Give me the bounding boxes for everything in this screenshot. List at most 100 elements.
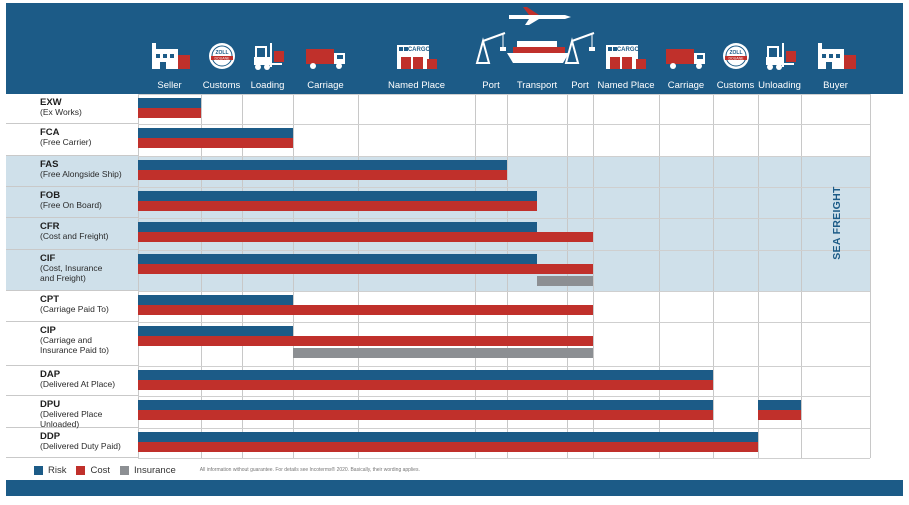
term-description: (Cost and Freight) bbox=[40, 231, 109, 241]
term-label-fas: FAS (Free Alongside Ship) bbox=[6, 156, 138, 187]
stage-label-12: Unloading bbox=[758, 80, 801, 91]
term-description: (Carriage and bbox=[40, 335, 92, 345]
term-description: (Carriage Paid To) bbox=[40, 304, 109, 314]
stage-label-7: Transport bbox=[516, 80, 558, 91]
term-label-dpu: DPU (Delivered Place Unloaded) bbox=[6, 396, 138, 428]
grid-column-line bbox=[242, 94, 243, 458]
crane-icon bbox=[469, 31, 513, 70]
risk-bar-fob bbox=[138, 191, 537, 201]
svg-text:DOUANE: DOUANE bbox=[728, 57, 744, 61]
cost-bar-cpt bbox=[138, 305, 593, 315]
legend-item-cost: Cost bbox=[76, 465, 110, 476]
term-code: CPT bbox=[40, 294, 59, 305]
risk-bar-fca bbox=[138, 128, 293, 138]
grid-column-line bbox=[659, 94, 660, 458]
cost-bar-dpu bbox=[758, 410, 801, 420]
term-code: FAS bbox=[40, 159, 59, 170]
grid-column-line bbox=[758, 94, 759, 458]
grid-row-line bbox=[138, 396, 870, 397]
term-description: (Delivered Duty Paid) bbox=[40, 441, 121, 451]
risk-bar-cpt bbox=[138, 295, 293, 305]
cost-bar-cip bbox=[138, 336, 593, 346]
grid-row-line bbox=[138, 366, 870, 367]
term-label-ddp: DDP (Delivered Duty Paid) bbox=[6, 428, 138, 458]
legend-swatch-insurance bbox=[120, 465, 130, 475]
grid-column-line bbox=[507, 94, 508, 458]
term-label-cif: CIF (Cost, Insurance and Freight) bbox=[6, 250, 138, 291]
term-code: DPU bbox=[40, 399, 61, 410]
ship-plane-icon bbox=[499, 3, 575, 76]
term-code: CIF bbox=[40, 253, 56, 264]
term-description: Unloaded) bbox=[40, 418, 80, 429]
risk-bar-dpu bbox=[758, 400, 801, 410]
legend-item-insurance: Insurance bbox=[120, 465, 176, 476]
cost-bar-ddp bbox=[138, 442, 758, 452]
grid-column-line bbox=[475, 94, 476, 458]
svg-text:ZOLL: ZOLL bbox=[215, 50, 228, 56]
grid-column-line bbox=[358, 94, 359, 458]
incoterms-grid: EXW (Ex Works) FCA (Free Carrier) FAS (Free A… bbox=[6, 94, 871, 459]
cost-bar-fob bbox=[138, 201, 537, 211]
risk-bar-cfr bbox=[138, 222, 537, 232]
cost-bar-dap bbox=[138, 380, 713, 390]
legend: Risk Cost Insurance All information with… bbox=[34, 464, 420, 476]
term-description: (Free On Board) bbox=[40, 200, 102, 210]
cost-bar-dpu bbox=[138, 410, 713, 420]
svg-text:DOUANE: DOUANE bbox=[214, 57, 230, 61]
legend-label-insurance: Insurance bbox=[134, 464, 176, 476]
grid-column-line bbox=[713, 94, 714, 458]
risk-bar-ddp bbox=[138, 432, 758, 442]
grid-row-line bbox=[138, 156, 870, 157]
cost-bar-exw bbox=[138, 108, 201, 118]
grid-row-line bbox=[138, 291, 870, 292]
stage-label-2: Customs bbox=[202, 80, 241, 91]
cost-bar-fas bbox=[138, 170, 507, 180]
risk-bar-dap bbox=[138, 370, 713, 380]
insurance-bar-cip bbox=[293, 348, 593, 358]
cost-bar-fca bbox=[138, 138, 293, 148]
grid-row-line bbox=[138, 322, 870, 323]
grid-row-line bbox=[138, 218, 870, 219]
term-label-cip: CIP (Carriage and Insurance Paid to) bbox=[6, 322, 138, 366]
svg-text:CARGO: CARGO bbox=[407, 47, 430, 53]
disclaimer-text: All information without guarantee. For d… bbox=[199, 467, 420, 473]
grid-column-line bbox=[801, 94, 802, 458]
stage-label-1: Seller bbox=[157, 80, 182, 91]
term-label-exw: EXW (Ex Works) bbox=[6, 94, 138, 124]
term-description: (Free Alongside Ship) bbox=[40, 169, 122, 179]
cargo-warehouse-icon: CARGO bbox=[604, 39, 648, 78]
stage-label-9: Named Place bbox=[597, 80, 655, 91]
cargo-warehouse-icon: CARGO bbox=[395, 39, 439, 78]
legend-label-risk: Risk bbox=[48, 464, 67, 476]
term-code: DAP bbox=[40, 369, 61, 380]
customs-stamp-icon: ZOLL DOUANE bbox=[714, 39, 758, 78]
term-label-cfr: CFR (Cost and Freight) bbox=[6, 218, 138, 250]
risk-bar-exw bbox=[138, 98, 201, 108]
term-label-cpt: CPT (Carriage Paid To) bbox=[6, 291, 138, 322]
forklift-icon bbox=[246, 39, 290, 78]
sea-freight-label: SEA FREIGHT bbox=[830, 185, 844, 260]
term-code: CFR bbox=[40, 221, 60, 232]
factory-icon bbox=[814, 39, 858, 78]
term-description: (Delivered Place bbox=[40, 409, 103, 419]
risk-bar-cif bbox=[138, 254, 537, 264]
term-code: FOB bbox=[40, 190, 61, 201]
stage-label-4: Carriage bbox=[307, 80, 344, 91]
stage-label-13: Buyer bbox=[823, 80, 848, 91]
grid-row-line bbox=[138, 428, 870, 429]
stage-label-11: Customs bbox=[716, 80, 755, 91]
term-label-fob: FOB (Free On Board) bbox=[6, 187, 138, 218]
term-code: CIP bbox=[40, 325, 56, 336]
truck-icon bbox=[304, 39, 348, 78]
insurance-bar-cif bbox=[537, 276, 593, 286]
cost-bar-cfr bbox=[138, 232, 593, 242]
term-description: (Free Carrier) bbox=[40, 137, 92, 147]
risk-bar-fas bbox=[138, 160, 507, 170]
stage-label-3: Loading bbox=[250, 80, 285, 91]
risk-bar-cip bbox=[138, 326, 293, 336]
legend-item-risk: Risk bbox=[34, 465, 66, 476]
legend-swatch-risk bbox=[34, 465, 43, 475]
stage-label-10: Carriage bbox=[667, 80, 705, 91]
legend-label-cost: Cost bbox=[90, 464, 111, 476]
stage-label-8: Port bbox=[571, 80, 589, 91]
